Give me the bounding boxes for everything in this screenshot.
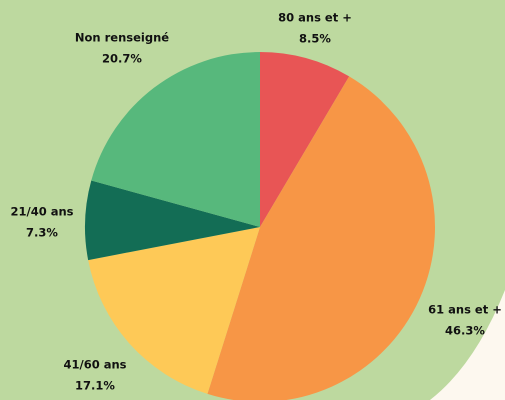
slice-value-label: 20.7% [102, 52, 142, 66]
pie-slice [88, 227, 260, 394]
slice-label: 21/40 ans [10, 205, 73, 219]
pie-slice [91, 52, 260, 227]
pie-slice [207, 76, 435, 400]
slice-value-label: 8.5% [299, 32, 331, 46]
slice-value-label: 7.3% [26, 226, 58, 240]
pie-slice [85, 180, 260, 261]
background-corner [430, 290, 505, 400]
slice-label: Non renseigné [75, 31, 169, 45]
slice-value-label: 17.1% [75, 379, 115, 393]
slice-label: 41/60 ans [63, 358, 126, 372]
pie-slice [260, 52, 350, 227]
slice-label: 61 ans et + [428, 303, 502, 317]
slice-label: 80 ans et + [278, 11, 352, 25]
slice-value-label: 46.3% [445, 324, 485, 338]
